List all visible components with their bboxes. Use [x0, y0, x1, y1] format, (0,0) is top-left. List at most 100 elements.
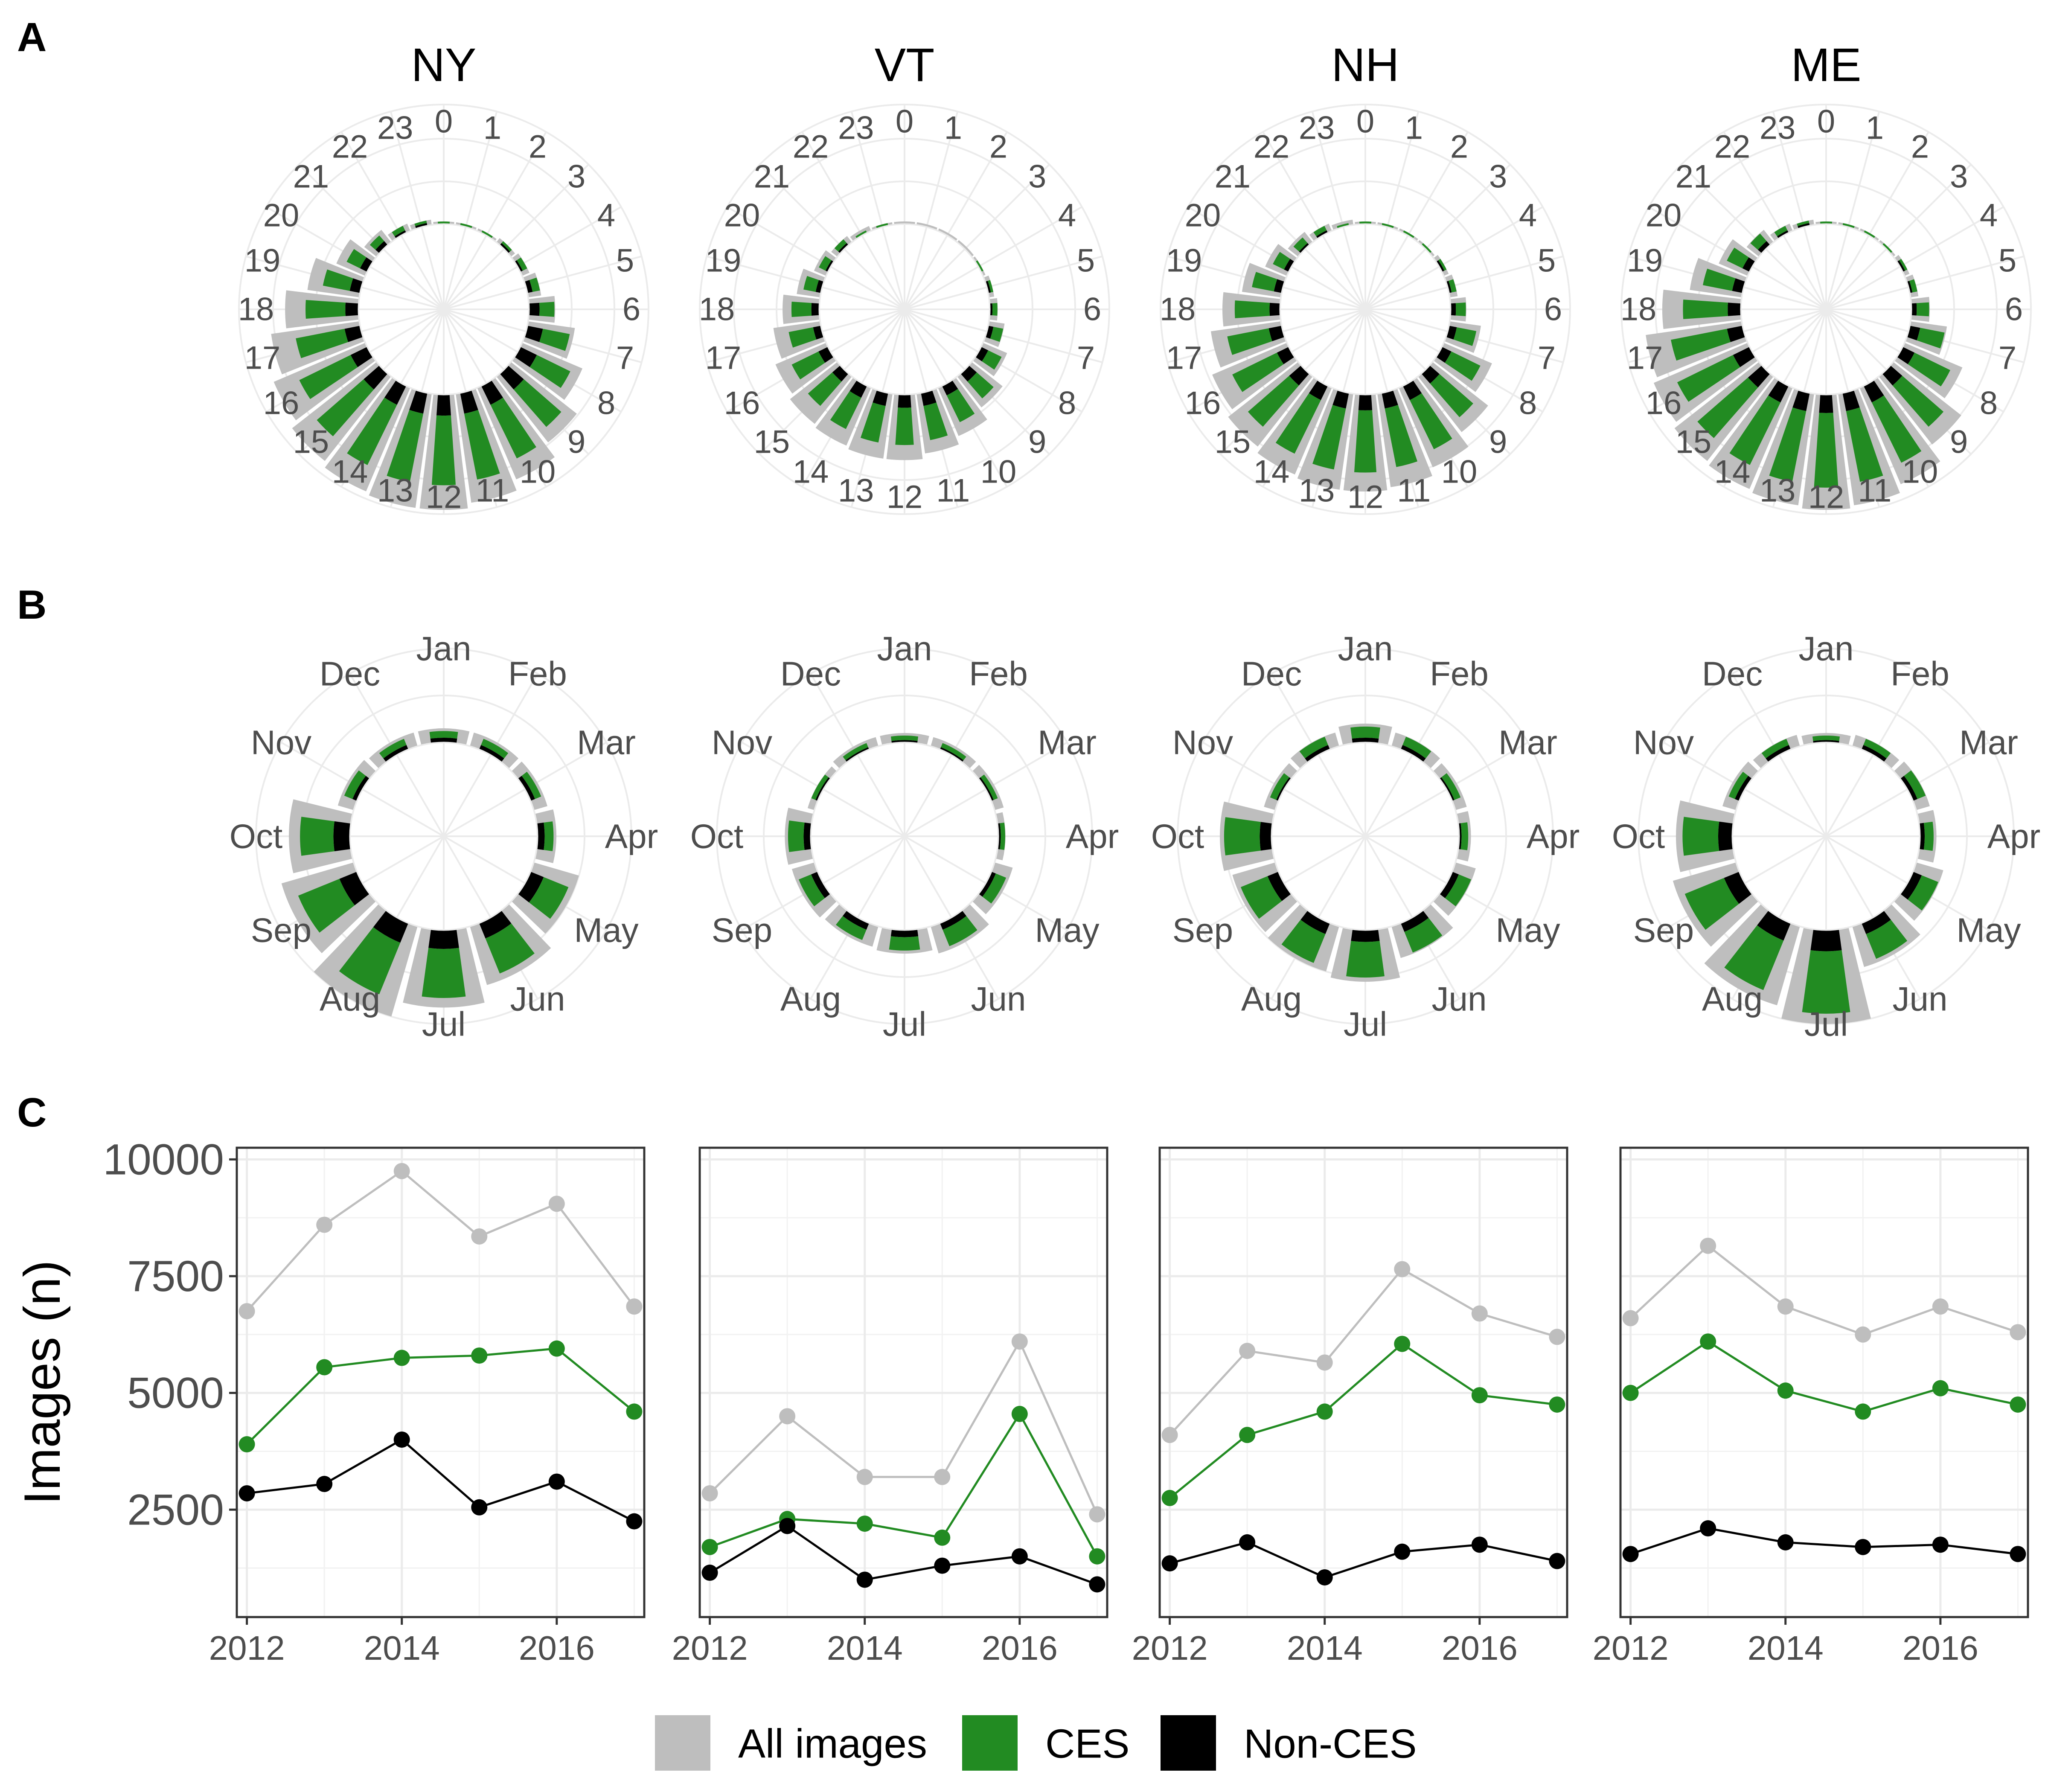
month-baseline: [1271, 742, 1460, 931]
line-point: [1622, 1310, 1639, 1327]
month-bar-ces: [298, 879, 355, 933]
line-point: [626, 1298, 643, 1315]
month-label-4: May: [1035, 911, 1099, 949]
hour-bar-ces: [988, 280, 994, 293]
month-label-10: Nov: [251, 724, 311, 762]
hour-grid-spoke: [443, 111, 498, 310]
hour-label-21: 21: [754, 158, 790, 195]
hour-bar-nonces: [345, 303, 359, 316]
hour-bar-nonces: [1842, 390, 1860, 411]
hour-bar-ces: [791, 301, 812, 317]
hour-bar-nonces: [1309, 380, 1328, 400]
hour-bar-ces: [1727, 247, 1749, 268]
x-tick-label: 2014: [364, 1629, 440, 1667]
hour-bar-ces: [317, 379, 374, 436]
hour-bar-ces: [481, 230, 493, 239]
line-point: [1549, 1553, 1565, 1569]
line-point: [856, 1469, 873, 1485]
hour-label-7: 7: [1077, 340, 1095, 376]
line-point: [1011, 1548, 1028, 1565]
month-bar-nonces: [1766, 745, 1791, 762]
line-point: [779, 1408, 796, 1425]
hour-bar-ces: [1863, 230, 1875, 239]
month-label-11: Dec: [320, 655, 380, 692]
month-bar-ces: [1904, 770, 1926, 799]
month-bar-ces: [481, 739, 509, 759]
hour-bar-nonces: [1358, 394, 1373, 410]
x-tick-label: 2016: [1903, 1629, 1978, 1667]
line-point: [1316, 1403, 1333, 1420]
hour-bar-ces: [1275, 393, 1321, 454]
hour-label-15: 15: [754, 424, 790, 460]
hour-bar-nonces: [1284, 259, 1295, 272]
hour-label-15: 15: [293, 424, 329, 460]
hour-label-8: 8: [597, 385, 615, 422]
hour-label-5: 5: [1077, 243, 1095, 279]
month-bar-ces: [485, 923, 535, 974]
hour-label-3: 3: [567, 158, 585, 195]
line-point: [934, 1469, 951, 1485]
y-tick-label: 10000: [103, 1135, 224, 1184]
hour-label-14: 14: [332, 454, 368, 490]
month-bar-nonces: [536, 822, 545, 850]
hour-label-23: 23: [1299, 110, 1335, 146]
month-bar-nonces: [1810, 929, 1842, 951]
hour-bar-ces: [788, 327, 817, 348]
hour-label-1: 1: [944, 110, 962, 146]
hour-label-14: 14: [1714, 454, 1751, 490]
month-label-1: Feb: [969, 655, 1028, 692]
month-bar-ces: [1445, 874, 1471, 907]
line-point: [1932, 1380, 1949, 1396]
month-bar-ces: [836, 916, 867, 940]
line-point: [393, 1350, 410, 1366]
y-tick-label: 2500: [127, 1485, 224, 1534]
hour-bar-nonces: [1268, 326, 1285, 341]
hour-grid-spoke: [298, 164, 445, 310]
line-series-all-images: [246, 1169, 635, 1312]
month-bar-nonces: [811, 872, 831, 898]
hour-label-7: 7: [616, 340, 634, 376]
month-bar-ces: [1866, 919, 1908, 959]
line-panel-border: [698, 1146, 1108, 1618]
hour-label-9: 9: [567, 424, 585, 460]
hour-label-16: 16: [263, 385, 300, 422]
month-bar-nonces: [1401, 910, 1429, 932]
panel-label-b: B: [17, 582, 47, 628]
hour-label-17: 17: [244, 340, 281, 376]
x-tick-label: 2014: [827, 1629, 903, 1667]
line-series-non-ces: [247, 1438, 635, 1522]
month-label-4: May: [1495, 911, 1560, 949]
month-label-0: Jan: [877, 630, 932, 668]
hour-bar-ces: [539, 302, 555, 317]
month-bar-nonces: [940, 910, 966, 930]
month-label-1: Feb: [1430, 655, 1489, 692]
hour-bar-ces: [1248, 375, 1299, 427]
hour-bar-nonces: [1402, 380, 1422, 400]
hour-bar-nonces: [898, 394, 911, 408]
hour-bar-ces: [1729, 395, 1781, 465]
hour-bar-nonces: [1446, 281, 1452, 293]
hour-label-22: 22: [793, 128, 829, 165]
line-point: [1089, 1506, 1105, 1523]
hour-bar-ces: [346, 249, 367, 268]
hour-grid-spoke: [1826, 206, 2004, 310]
month-bar-ces: [843, 743, 868, 760]
month-bar-ces: [529, 877, 569, 919]
hour-bar-ces: [967, 372, 994, 399]
month-bar-nonces: [1757, 910, 1791, 941]
hour-bar-nonces: [1911, 303, 1917, 316]
hour-bar-ces: [830, 391, 861, 429]
hour-bar-ces: [1410, 393, 1452, 449]
hour-grid-spoke: [1825, 131, 1929, 310]
line-panel-bg: [237, 1148, 644, 1617]
hour-bar-nonces: [395, 230, 407, 239]
hour-bar-nonces: [1316, 230, 1328, 239]
hour-bar-nonces: [1748, 365, 1770, 388]
hour-bar-nonces: [1907, 326, 1920, 340]
line-point: [1089, 1548, 1105, 1565]
month-bar-ces: [422, 948, 466, 998]
month-bar-ces: [799, 874, 825, 907]
line-panel-border: [1619, 1146, 2029, 1618]
